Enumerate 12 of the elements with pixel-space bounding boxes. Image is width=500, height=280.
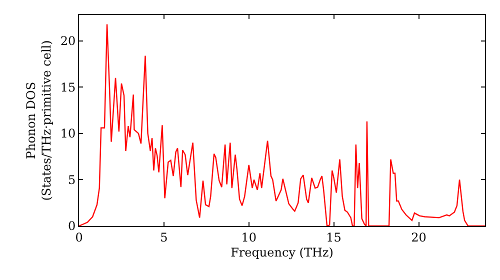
x-tick-label: 20 — [411, 230, 426, 244]
y-tick-label: 0 — [68, 219, 76, 234]
y-axis-title: Phonon DOS (States/THz·primitive cell) — [24, 40, 54, 201]
y-tick-label: 20 — [60, 34, 76, 48]
x-tick-label: 5 — [160, 230, 168, 244]
x-tick-label: 15 — [326, 230, 342, 244]
x-tick-label: 10 — [241, 230, 257, 244]
y-tick-label: 5 — [68, 172, 76, 187]
y-tick-label: 15 — [60, 80, 76, 94]
y-tick-label: 10 — [60, 126, 76, 141]
x-axis-title: Frequency (THz) — [230, 245, 334, 260]
line-series — [79, 24, 485, 226]
